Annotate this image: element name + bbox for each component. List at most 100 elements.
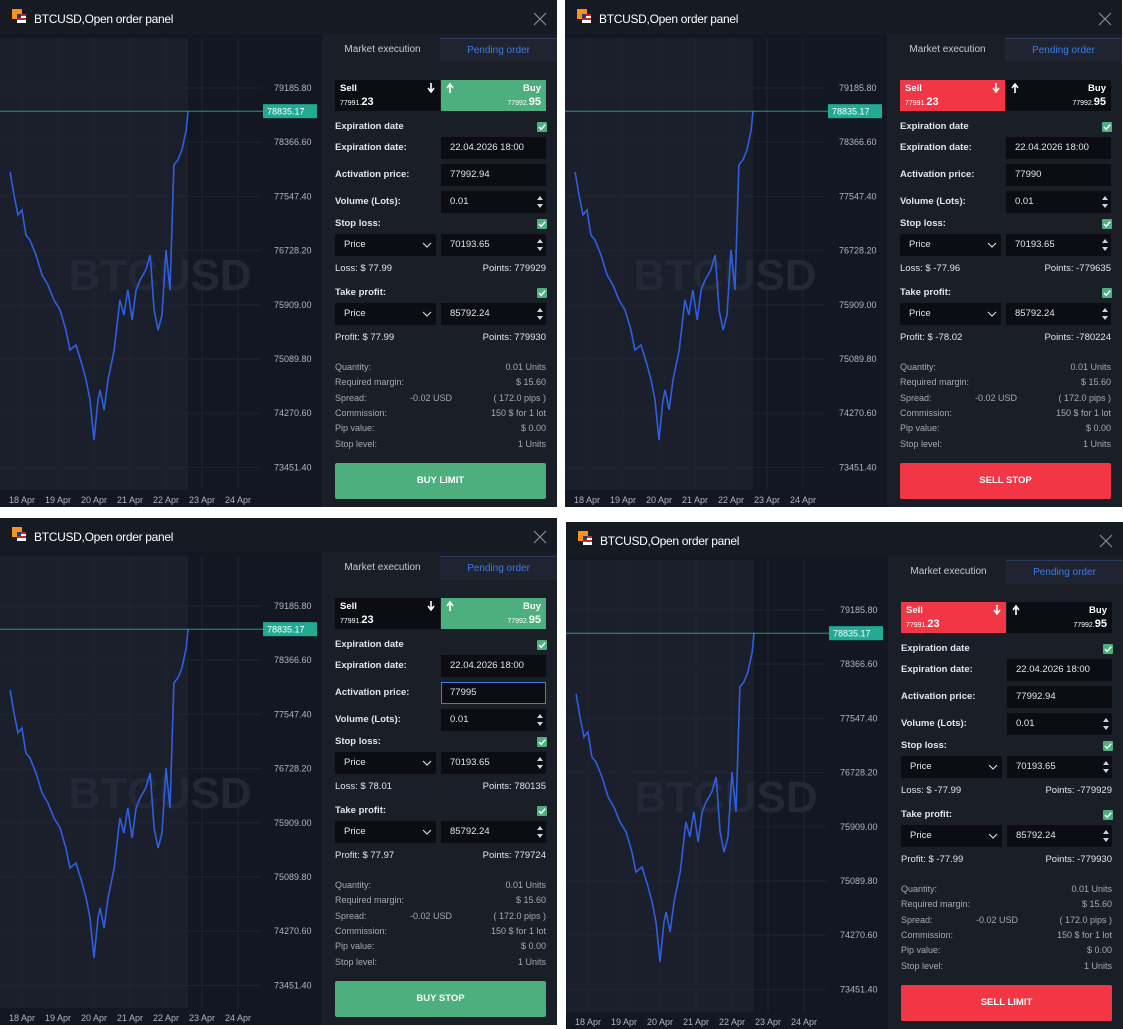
- activation-input[interactable]: 77992.94: [441, 164, 546, 186]
- buy-box[interactable]: Buy 77992.95: [441, 80, 546, 111]
- take-profit-input[interactable]: 85792.24: [441, 303, 546, 325]
- close-button[interactable]: [533, 12, 547, 26]
- checkbox[interactable]: [537, 737, 547, 747]
- y-tick-label: 78366.60: [840, 659, 878, 669]
- volume-input[interactable]: 0.01: [441, 709, 546, 731]
- checkbox[interactable]: [537, 288, 547, 298]
- volume-label: Volume (Lots):: [901, 718, 967, 729]
- y-tick-label: 79185.80: [274, 83, 312, 93]
- stop-loss-mode-select[interactable]: Price: [901, 756, 1002, 778]
- volume-input[interactable]: 0.01: [1006, 191, 1111, 213]
- activation-input[interactable]: 77990: [1006, 164, 1111, 186]
- info-label: Quantity:: [901, 884, 938, 894]
- x-tick-label: 21 Apr: [117, 1013, 143, 1023]
- volume-input[interactable]: 0.01: [441, 191, 546, 213]
- spinner[interactable]: [536, 821, 544, 843]
- spinner[interactable]: [1101, 191, 1109, 213]
- activation-input[interactable]: 77992.94: [1007, 686, 1112, 708]
- activation-input[interactable]: 77995: [441, 682, 546, 704]
- tab-pending[interactable]: Pending order: [1006, 560, 1123, 584]
- expiration-input[interactable]: 22.04.2026 18:00: [1006, 137, 1111, 159]
- tab-pending[interactable]: Pending order: [440, 556, 557, 580]
- spinner[interactable]: [1102, 756, 1110, 778]
- symbol-icon: [577, 9, 591, 23]
- tab-pending[interactable]: Pending order: [1005, 38, 1122, 62]
- checkbox[interactable]: [1103, 741, 1113, 751]
- sell-box[interactable]: Sell 77991.23: [900, 80, 1005, 111]
- take-profit-mode-select[interactable]: Price: [335, 821, 436, 843]
- checkbox[interactable]: [1102, 288, 1112, 298]
- stop-loss-input[interactable]: 70193.65: [1006, 234, 1111, 256]
- x-tick-label: 18 Apr: [575, 1017, 601, 1027]
- expiration-input[interactable]: 22.04.2026 18:00: [1007, 659, 1112, 681]
- volume-input[interactable]: 0.01: [1007, 713, 1112, 735]
- buy-arrow: [1012, 605, 1020, 615]
- tab-market[interactable]: Market execution: [344, 44, 421, 55]
- buy-box[interactable]: Buy 77992.95: [1007, 602, 1112, 633]
- spinner[interactable]: [536, 752, 544, 774]
- take-profit-mode-select[interactable]: Price: [901, 825, 1002, 847]
- info-label: Spread:: [335, 911, 367, 921]
- take-profit-input[interactable]: 85792.24: [1006, 303, 1111, 325]
- chart: 79185.80 78366.60 77547.40 76728.20 75909.00…: [565, 34, 887, 507]
- buy-box[interactable]: Buy 77992.95: [441, 598, 546, 629]
- spinner[interactable]: [536, 709, 544, 731]
- stop-loss-mode-select[interactable]: Price: [900, 234, 1001, 256]
- checkbox[interactable]: [537, 640, 547, 650]
- expiration-input[interactable]: 22.04.2026 18:00: [441, 655, 546, 677]
- y-tick-label: 75909.00: [840, 822, 878, 832]
- checkbox[interactable]: [1103, 810, 1113, 820]
- buy-box[interactable]: Buy 77992.95: [1006, 80, 1111, 111]
- sell-box[interactable]: Sell 77991.23: [335, 80, 440, 111]
- tab-market[interactable]: Market execution: [910, 566, 987, 577]
- checkbox[interactable]: [1102, 219, 1112, 229]
- spinner[interactable]: [1102, 825, 1110, 847]
- tab-pending[interactable]: Pending order: [440, 38, 557, 62]
- y-tick-label: 75089.80: [274, 354, 312, 364]
- spinner[interactable]: [1102, 713, 1110, 735]
- expiration-input[interactable]: 22.04.2026 18:00: [441, 137, 546, 159]
- stop-loss-mode-select[interactable]: Price: [335, 234, 436, 256]
- info-label: Stop level:: [335, 957, 378, 967]
- order-panel: 79185.80 78366.60 77547.40 76728.20 75909.00…: [565, 0, 1122, 507]
- submit-button[interactable]: BUY LIMIT: [335, 463, 546, 499]
- x-tick-label: 19 Apr: [610, 495, 636, 505]
- take-profit-input[interactable]: 85792.24: [441, 821, 546, 843]
- stop-loss-input[interactable]: 70193.65: [1007, 756, 1112, 778]
- take-profit-input[interactable]: 85792.24: [1007, 825, 1112, 847]
- spinner[interactable]: [1101, 234, 1109, 256]
- stop-loss-input[interactable]: 70193.65: [441, 234, 546, 256]
- info-detail: -0.02 USD: [976, 915, 1019, 925]
- checkbox[interactable]: [537, 219, 547, 229]
- form-background: [887, 34, 1122, 507]
- close-button[interactable]: [533, 530, 547, 544]
- spinner[interactable]: [1101, 303, 1109, 325]
- checkbox[interactable]: [537, 122, 547, 132]
- sell-box[interactable]: Sell 77991.23: [335, 598, 440, 629]
- close-button[interactable]: [1098, 12, 1112, 26]
- watermark: BTCUSD: [633, 251, 816, 300]
- tab-market[interactable]: Market execution: [909, 44, 986, 55]
- submit-button[interactable]: SELL LIMIT: [901, 985, 1112, 1021]
- info-label: Pip value:: [901, 945, 941, 955]
- checkbox[interactable]: [1103, 644, 1113, 654]
- spinner[interactable]: [536, 191, 544, 213]
- x-tick-label: 24 Apr: [790, 495, 816, 505]
- submit-button[interactable]: SELL STOP: [900, 463, 1111, 499]
- checkbox[interactable]: [537, 806, 547, 816]
- checkbox[interactable]: [1102, 122, 1112, 132]
- take-profit-mode-select[interactable]: Price: [335, 303, 436, 325]
- spinner[interactable]: [536, 234, 544, 256]
- buy-price-tail: 95: [528, 614, 541, 626]
- close-button[interactable]: [1099, 534, 1113, 548]
- tab-market[interactable]: Market execution: [344, 562, 421, 573]
- buy-label: Buy: [1089, 605, 1107, 616]
- stop-loss-mode-select[interactable]: Price: [335, 752, 436, 774]
- spinner[interactable]: [536, 303, 544, 325]
- y-tick-label: 76728.20: [839, 246, 877, 256]
- stop-loss-input[interactable]: 70193.65: [441, 752, 546, 774]
- buy-price: 77992.95: [507, 96, 541, 108]
- submit-button[interactable]: BUY STOP: [335, 981, 546, 1017]
- sell-box[interactable]: Sell 77991.23: [901, 602, 1006, 633]
- take-profit-mode-select[interactable]: Price: [900, 303, 1001, 325]
